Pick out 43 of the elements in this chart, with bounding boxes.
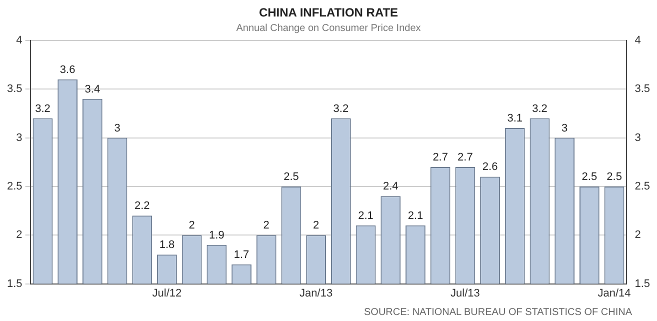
y2-tick-label: 3 — [634, 132, 641, 144]
data-label: 2.5 — [606, 170, 622, 183]
y2-tick-label: 2 — [634, 229, 641, 242]
y-tick-label: 4 — [16, 34, 22, 46]
chart-title: CHINA INFLATION RATE — [258, 6, 398, 20]
data-label: 2.5 — [582, 170, 598, 183]
y-tick-label: 2 — [16, 229, 22, 242]
y2-tick-label: 3.5 — [634, 83, 650, 96]
data-label: 3.2 — [35, 102, 50, 115]
data-label: 1.7 — [234, 248, 250, 261]
y2-tick-label: 4 — [634, 34, 641, 46]
x-tick-label: Jul/12 — [152, 287, 182, 300]
chart-subtitle: Annual Change on Consumer Price Index — [236, 23, 421, 34]
data-label: 3.2 — [333, 102, 349, 115]
y-tick-label: 1.5 — [6, 278, 22, 290]
data-label: 2.7 — [458, 152, 473, 164]
data-label: 3.4 — [84, 83, 100, 96]
data-label: 2 — [263, 220, 270, 232]
data-label: 3.2 — [532, 102, 548, 115]
data-label: 2.7 — [432, 152, 448, 164]
data-label: 2.1 — [358, 210, 374, 222]
data-label: 2.2 — [134, 200, 150, 212]
data-label: 2.4 — [382, 180, 398, 193]
x-tick-label: Jan/13 — [300, 287, 333, 300]
source-note: SOURCE: NATIONAL BUREAU OF STATISTICS OF CHINA — [364, 306, 632, 318]
data-label: 3.6 — [60, 64, 76, 76]
data-label: 2 — [188, 220, 195, 232]
y-tick-label: 3.5 — [6, 83, 22, 96]
data-label: 3.1 — [507, 112, 523, 125]
data-label: 3 — [114, 122, 120, 134]
data-label: 3 — [562, 122, 568, 134]
x-tick-label: Jul/13 — [450, 287, 480, 300]
y-tick-label: 3 — [16, 132, 22, 144]
data-label: 1.9 — [209, 229, 224, 242]
data-label: 2.6 — [482, 161, 498, 174]
data-label: 1.8 — [159, 239, 175, 252]
y-tick-label: 2.5 — [6, 180, 22, 192]
y2-tick-label: 2.5 — [634, 180, 650, 192]
y2-tick-label: 1.5 — [634, 278, 650, 290]
data-label: 2.1 — [408, 210, 424, 222]
x-tick-label: Jan/14 — [598, 287, 631, 300]
data-label: 2.5 — [284, 170, 299, 183]
data-label: 2 — [313, 220, 320, 232]
